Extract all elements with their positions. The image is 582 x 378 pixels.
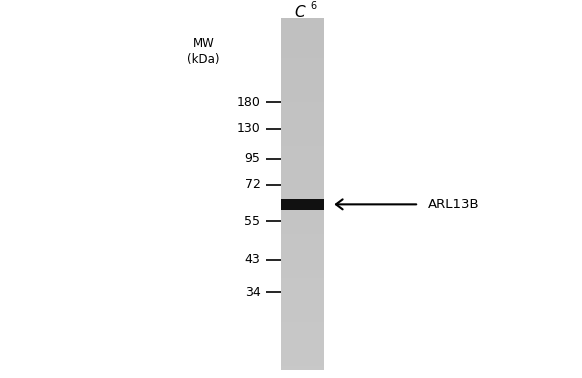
Bar <box>281 150 324 155</box>
Bar <box>281 313 324 318</box>
Bar <box>281 181 324 186</box>
Bar <box>281 243 324 247</box>
Bar <box>281 198 324 203</box>
Bar <box>281 247 324 251</box>
Bar <box>281 75 324 80</box>
Bar <box>281 296 324 300</box>
Bar <box>281 190 324 194</box>
Bar <box>281 212 324 216</box>
Bar <box>281 287 324 291</box>
Bar <box>281 366 324 370</box>
Bar <box>281 84 324 88</box>
Bar <box>281 335 324 340</box>
Bar <box>281 322 324 327</box>
Bar <box>281 269 324 274</box>
Bar <box>281 331 324 335</box>
Bar <box>281 97 324 102</box>
Bar <box>281 278 324 282</box>
Bar <box>281 71 324 75</box>
Bar <box>281 238 324 243</box>
Text: 130: 130 <box>237 122 260 135</box>
Bar <box>281 124 324 128</box>
Bar <box>281 128 324 133</box>
Text: 95: 95 <box>244 152 260 165</box>
Bar <box>281 67 324 71</box>
Bar <box>281 265 324 269</box>
Bar <box>281 22 324 27</box>
Bar <box>281 110 324 115</box>
Bar <box>281 225 324 229</box>
Bar <box>281 194 324 198</box>
Bar <box>281 44 324 49</box>
Text: 6: 6 <box>310 1 316 11</box>
Bar <box>281 199 324 210</box>
Bar <box>281 18 324 22</box>
Bar <box>281 282 324 287</box>
Bar <box>281 57 324 62</box>
Bar <box>281 260 324 265</box>
Bar <box>281 163 324 168</box>
Bar <box>281 141 324 146</box>
Bar <box>281 172 324 177</box>
Bar <box>281 256 324 260</box>
Bar <box>281 159 324 163</box>
Bar <box>281 251 324 256</box>
Bar <box>281 300 324 304</box>
Bar <box>281 115 324 119</box>
Bar <box>281 133 324 137</box>
Bar <box>281 274 324 278</box>
Bar <box>281 229 324 234</box>
Bar <box>281 357 324 362</box>
Bar <box>281 353 324 357</box>
Bar <box>281 119 324 124</box>
Bar <box>281 155 324 159</box>
Bar <box>281 349 324 353</box>
Bar <box>281 216 324 221</box>
Bar <box>281 53 324 57</box>
Bar <box>281 36 324 40</box>
Bar <box>281 318 324 322</box>
Bar <box>281 221 324 225</box>
Text: MW
(kDa): MW (kDa) <box>187 37 220 66</box>
Bar <box>281 106 324 110</box>
Bar <box>281 93 324 97</box>
Bar <box>281 137 324 141</box>
Bar <box>281 186 324 190</box>
Text: 43: 43 <box>244 253 260 266</box>
Bar <box>281 344 324 349</box>
Bar <box>281 177 324 181</box>
Bar <box>281 208 324 212</box>
Bar <box>281 49 324 53</box>
Text: 180: 180 <box>236 96 260 109</box>
Bar <box>281 340 324 344</box>
Bar <box>281 168 324 172</box>
Bar <box>281 234 324 238</box>
Bar <box>281 31 324 36</box>
Text: ARL13B: ARL13B <box>428 198 480 211</box>
Text: 34: 34 <box>244 286 260 299</box>
Text: C: C <box>294 5 305 20</box>
Bar <box>281 62 324 67</box>
Bar <box>281 304 324 309</box>
Bar <box>281 80 324 84</box>
Bar <box>281 327 324 331</box>
Bar <box>281 40 324 44</box>
Bar <box>281 88 324 93</box>
Text: 55: 55 <box>244 215 260 228</box>
Bar <box>281 362 324 366</box>
Bar <box>281 146 324 150</box>
Text: 72: 72 <box>244 178 260 191</box>
Bar <box>281 27 324 31</box>
Bar <box>281 102 324 106</box>
Bar <box>281 291 324 296</box>
Bar <box>281 309 324 313</box>
Bar <box>281 203 324 208</box>
